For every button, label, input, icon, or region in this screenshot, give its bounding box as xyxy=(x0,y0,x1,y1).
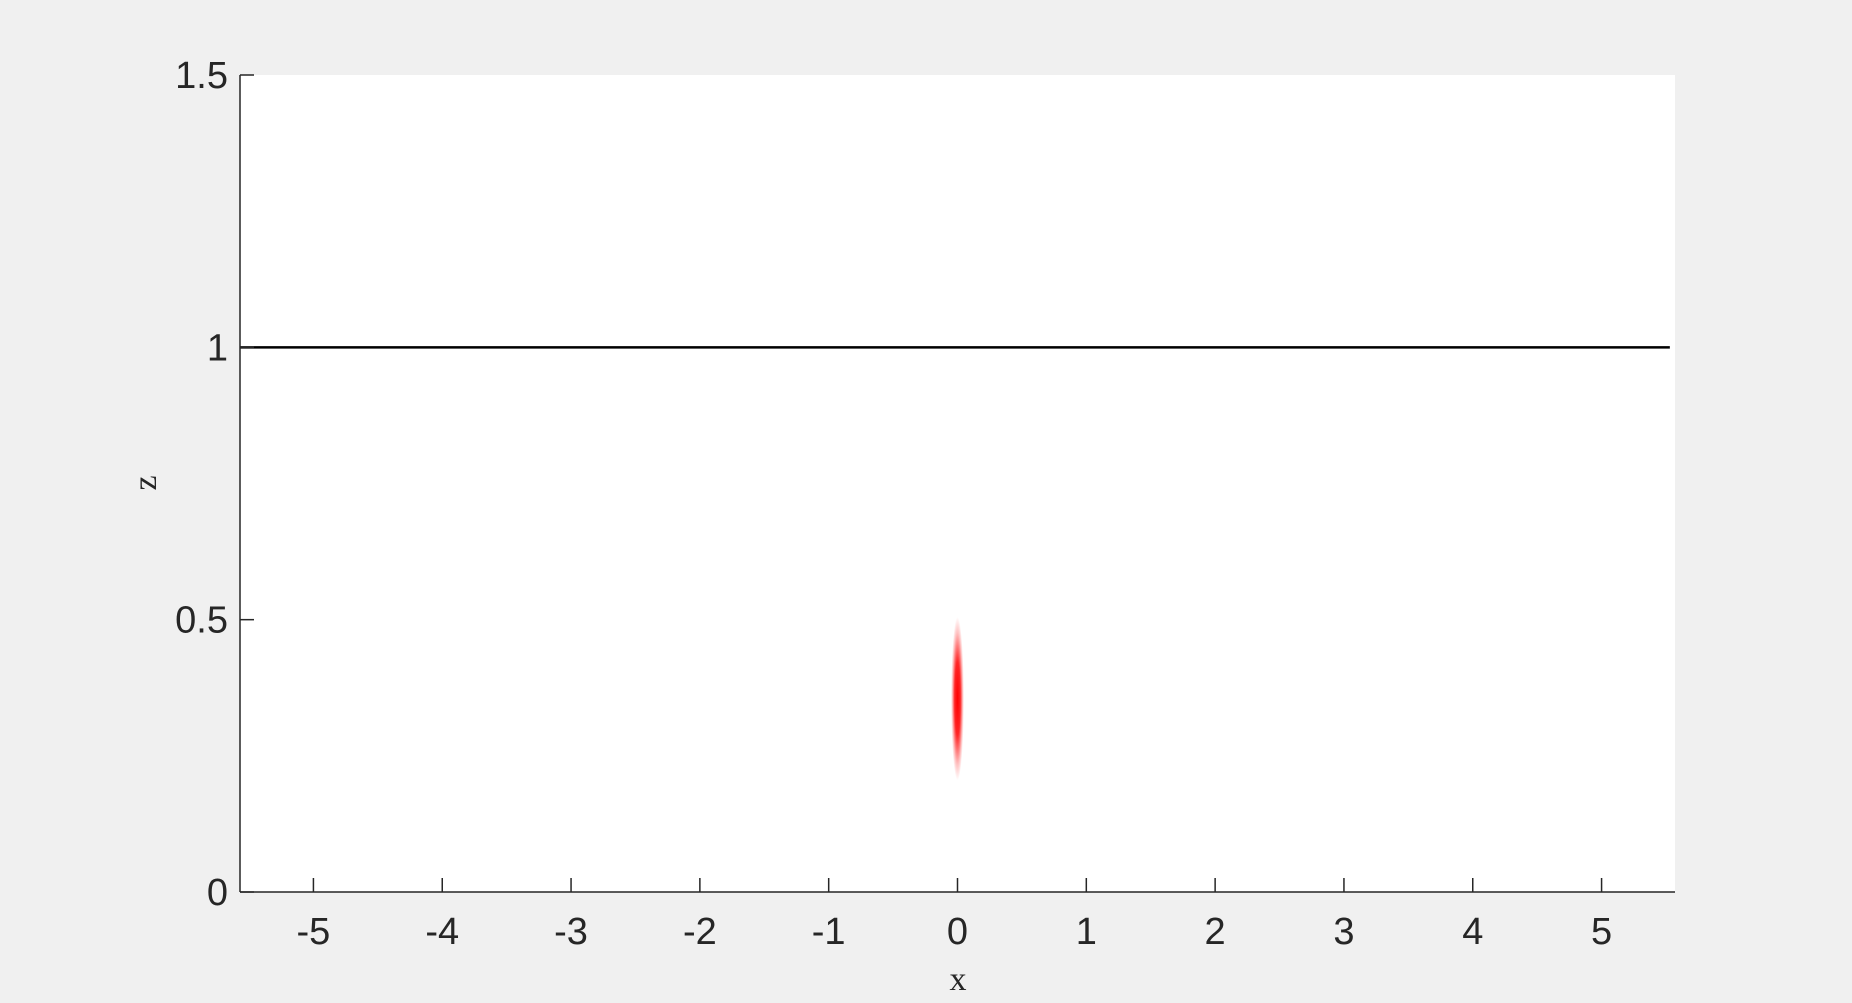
y-tick-label: 1 xyxy=(207,327,228,369)
y-tick-label: 0 xyxy=(207,872,228,914)
x-axis-title: x xyxy=(950,961,967,998)
blob-mark xyxy=(951,616,964,781)
x-tick-label: 2 xyxy=(1205,911,1226,953)
x-tick-label: -1 xyxy=(812,911,846,953)
y-axis-title: z xyxy=(127,475,164,490)
x-tick-label: -4 xyxy=(425,911,459,953)
x-tick-label: 4 xyxy=(1462,911,1483,953)
x-tick-label: -5 xyxy=(297,911,331,953)
x-tick-label: 0 xyxy=(947,911,968,953)
x-tick-label: -3 xyxy=(554,911,588,953)
x-tick-label: 1 xyxy=(1076,911,1097,953)
x-tick-label: 5 xyxy=(1591,911,1612,953)
x-tick-label: -2 xyxy=(683,911,717,953)
y-tick-label: 1.5 xyxy=(175,55,228,97)
y-tick-label: 0.5 xyxy=(175,600,228,642)
x-tick-label: 3 xyxy=(1333,911,1354,953)
